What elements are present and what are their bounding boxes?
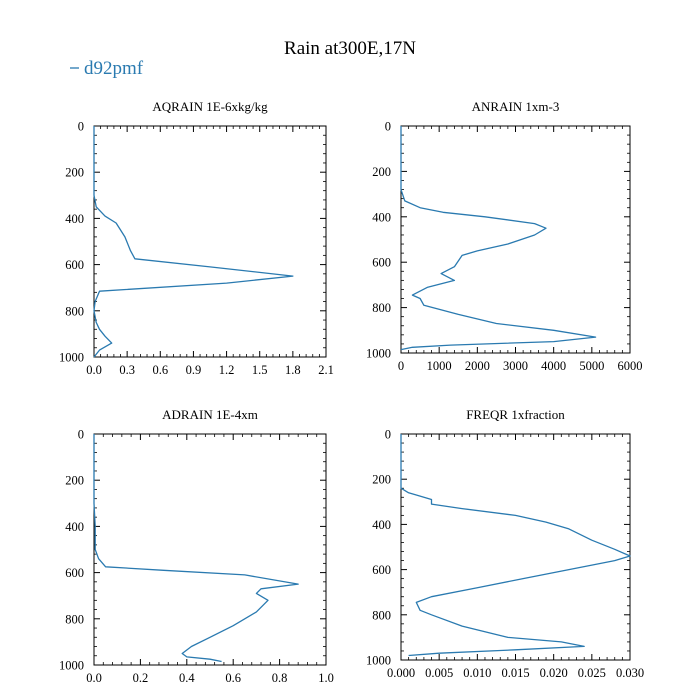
plot-frame — [93, 125, 327, 358]
series-line — [400, 434, 631, 657]
y-tick-label: 600 — [65, 566, 84, 580]
x-tick-label: 0.030 — [616, 666, 644, 680]
x-tick-label: 0.0 — [86, 671, 102, 685]
legend: d92pmf — [70, 58, 144, 79]
plot-frame — [400, 433, 631, 661]
x-tick-label: 2000 — [465, 359, 490, 373]
x-tick-label: 0.000 — [387, 666, 415, 680]
y-tick-label: 1000 — [59, 659, 84, 673]
x-tick-label: 0.6 — [152, 363, 168, 377]
y-tick-label: 800 — [372, 608, 391, 622]
series-line — [93, 126, 294, 358]
x-tick-label: 1.5 — [252, 363, 268, 377]
x-tick-label: 1.8 — [285, 363, 301, 377]
y-tick-label: 200 — [65, 474, 84, 488]
x-tick-label: 5000 — [579, 359, 604, 373]
y-tick-label: 0 — [78, 428, 84, 442]
y-tick-label: 200 — [65, 166, 84, 180]
x-tick-label: 0.9 — [186, 363, 202, 377]
chart-panel-2: ANRAIN 1xm-3 0 1000 2000 3000 4000 5000 6000 0 20… — [366, 99, 643, 373]
panel-title: ADRAIN 1E-4xm — [162, 407, 258, 422]
x-tick-label: 0.005 — [425, 666, 453, 680]
chart-panel-1: AQRAIN 1E-6xkg/kg 0.0 0.3 0.6 0.9 1.2 1.5 1.8 2.… — [59, 99, 334, 377]
x-tick-label: 0.010 — [463, 666, 491, 680]
chart-panel-3: ADRAIN 1E-4xm 0.0 0.2 0.4 0.6 0.8 1.0 0 200 400 60… — [59, 407, 334, 685]
y-tick-label: 0 — [385, 120, 391, 134]
y-tick-label: 1000 — [59, 351, 84, 365]
y-tick-label: 400 — [65, 212, 84, 226]
y-tick-label: 800 — [372, 301, 391, 315]
plot-frame — [400, 125, 631, 354]
x-tick-label: 2.1 — [318, 363, 334, 377]
x-tick-label: 0.025 — [578, 666, 606, 680]
y-tick-label: 400 — [372, 518, 391, 532]
legend-label: d92pmf — [84, 58, 144, 79]
chart-panel-4: FREQR 1xfraction 0.000 0.005 0.010 0.015 0.02… — [366, 407, 644, 680]
y-tick-label: 400 — [372, 210, 391, 224]
y-tick-label: 600 — [65, 258, 84, 272]
x-tick-label: 1.0 — [318, 671, 334, 685]
x-tick-label: 4000 — [541, 359, 566, 373]
y-tick-label: 1000 — [366, 347, 391, 361]
panel-title: FREQR 1xfraction — [466, 407, 565, 422]
y-tick-label: 200 — [372, 473, 391, 487]
y-tick-label: 400 — [65, 520, 84, 534]
y-tick-label: 0 — [78, 120, 84, 134]
series-line — [93, 434, 299, 663]
y-tick-label: 800 — [65, 304, 84, 318]
figure-title: Rain at300E,17N — [284, 38, 416, 59]
x-tick-label: 1000 — [427, 359, 452, 373]
x-tick-label: 0 — [398, 359, 404, 373]
x-tick-label: 6000 — [618, 359, 643, 373]
x-tick-label: 1.2 — [219, 363, 235, 377]
panel-title: ANRAIN 1xm-3 — [472, 99, 560, 114]
panels: AQRAIN 1E-6xkg/kg 0.0 0.3 0.6 0.9 1.2 1.5 1.8 2.… — [59, 99, 644, 685]
x-tick-label: 0.020 — [540, 666, 568, 680]
y-tick-label: 600 — [372, 563, 391, 577]
y-tick-label: 200 — [372, 165, 391, 179]
x-tick-label: 3000 — [503, 359, 528, 373]
panel-title: AQRAIN 1E-6xkg/kg — [152, 99, 268, 114]
x-tick-label: 0.4 — [179, 671, 195, 685]
x-tick-label: 0.8 — [272, 671, 288, 685]
x-tick-label: 0.0 — [86, 363, 102, 377]
y-tick-label: 1000 — [366, 654, 391, 668]
x-tick-label: 0.6 — [225, 671, 241, 685]
x-tick-label: 0.015 — [501, 666, 529, 680]
y-tick-label: 800 — [65, 612, 84, 626]
series-line — [400, 126, 597, 351]
x-tick-label: 0.2 — [133, 671, 149, 685]
x-tick-label: 0.3 — [119, 363, 135, 377]
plot-frame — [93, 433, 327, 666]
y-tick-label: 0 — [385, 428, 391, 442]
y-tick-label: 600 — [372, 256, 391, 270]
